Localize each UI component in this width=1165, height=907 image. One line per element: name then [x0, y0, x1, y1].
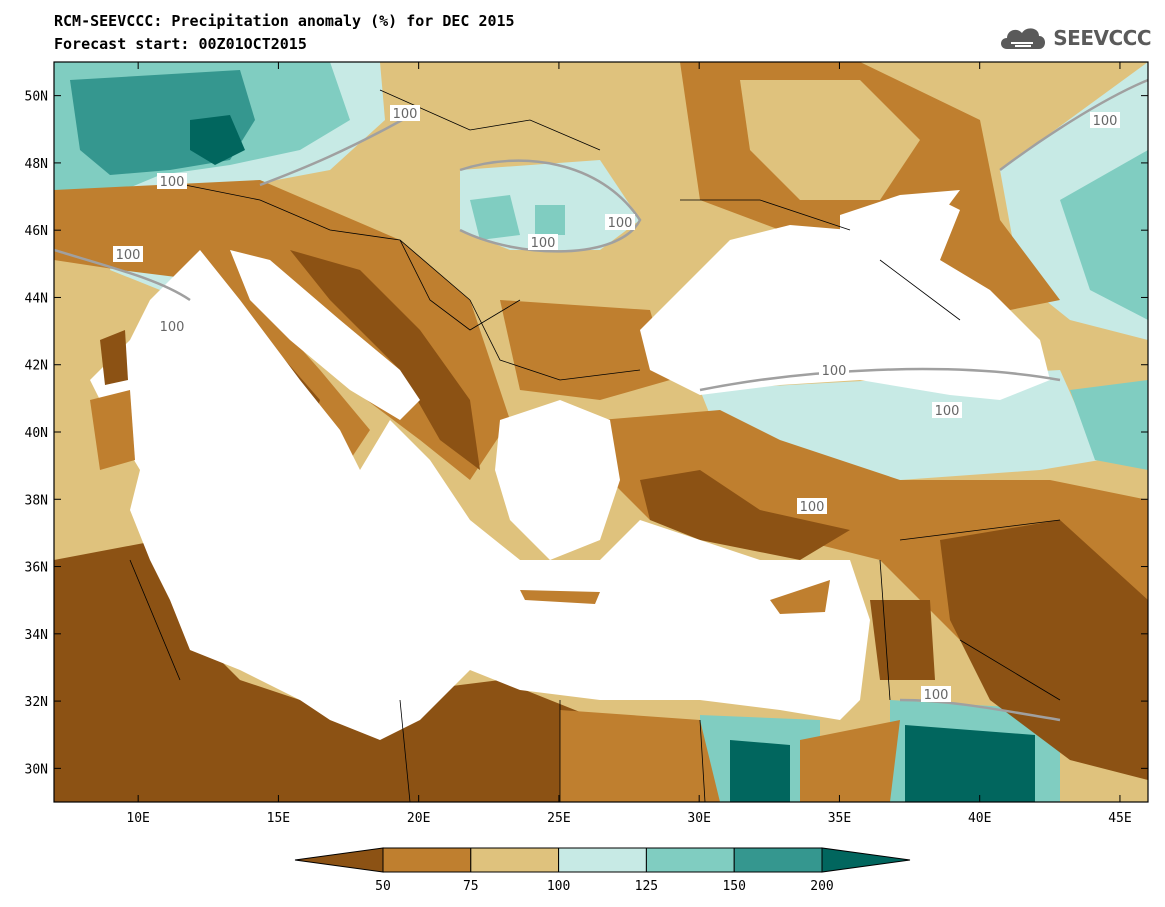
dry-region-bulgaria — [500, 300, 670, 400]
country-borders — [129, 89, 1061, 802]
lon-tick-label: 35E — [828, 811, 851, 826]
dry-region-turkey-core — [640, 470, 850, 560]
contour-label: 100 — [528, 234, 558, 251]
legend-tick-label: 150 — [722, 879, 745, 894]
legend-swatch-low — [294, 847, 384, 873]
contour-100-line — [54, 78, 1148, 722]
legend-tick-label: 200 — [810, 879, 833, 894]
wet-region-caucasus — [1070, 380, 1148, 470]
wet-region-red-sea-core — [730, 725, 1035, 802]
svg-text:100: 100 — [531, 236, 556, 251]
contour-label: 100 — [390, 105, 420, 122]
mediterranean-sea — [90, 250, 870, 740]
legend-swatch — [382, 847, 472, 873]
lat-tick-label: 48N — [25, 157, 48, 172]
adriatic-sea — [230, 250, 420, 420]
svg-text:100: 100 — [608, 216, 633, 231]
contour-label: 100 — [921, 686, 951, 703]
svg-text:100: 100 — [800, 500, 825, 515]
legend-swatch — [733, 847, 823, 873]
cyprus-island — [770, 580, 830, 614]
wet-region-east-mid — [1060, 150, 1148, 320]
lat-tick-label: 42N — [25, 359, 48, 374]
dry-region-syria — [940, 520, 1148, 780]
legend-tick-label: 100 — [547, 879, 570, 894]
contour-label: 100 — [157, 318, 187, 335]
lat-tick-label: 40N — [25, 426, 48, 441]
lat-tick-label: 36N — [25, 561, 48, 576]
contour-label: 100 — [113, 246, 143, 263]
svg-text:100: 100 — [924, 688, 949, 703]
dry-region-levant — [870, 600, 935, 680]
sardinia-island — [90, 390, 135, 470]
lat-tick-label: 34N — [25, 628, 48, 643]
svg-text:100: 100 — [160, 175, 185, 190]
contour-label: 100 — [797, 498, 827, 515]
legend-swatch — [558, 847, 647, 873]
map-field — [54, 62, 1148, 802]
svg-text:100: 100 — [160, 320, 185, 335]
contour-label: 100 — [932, 402, 962, 419]
dry-region-egypt — [560, 710, 900, 802]
cloud-icon — [1001, 28, 1046, 49]
contour-label: 100 — [819, 362, 849, 379]
svg-text:100: 100 — [116, 248, 141, 263]
axis-ticks: 10E 15E 20E 25E 30E 35E 40E 45E 50N 48N 46N 44N 42N 4… — [25, 62, 1148, 826]
lon-tick-label: 30E — [687, 811, 710, 826]
svg-text:100: 100 — [822, 364, 847, 379]
lat-tick-label: 46N — [25, 224, 48, 239]
map-title: RCM-SEEVCCC: Precipitation anomaly (%) f… — [54, 12, 515, 30]
legend-swatch-high — [821, 847, 911, 873]
legend-tick-label: 75 — [463, 879, 479, 894]
crete-island — [520, 590, 600, 604]
color-legend: 50 75 100 125 150 200 — [294, 847, 911, 894]
lat-tick-label: 30N — [25, 762, 48, 777]
contour-label: 100 — [605, 214, 635, 231]
contour-labels: 100 100 100 100 100 100 100 100 100 100 100 — [113, 105, 1120, 703]
lat-tick-label: 44N — [25, 291, 48, 306]
lon-tick-label: 25E — [547, 811, 570, 826]
legend-swatch — [470, 847, 560, 873]
dry-region-balkans-core — [290, 250, 480, 470]
legend-swatch — [645, 847, 735, 873]
lon-tick-label: 15E — [267, 811, 290, 826]
wet-region-alps-north-peak — [190, 115, 245, 165]
contour-label: 100 — [157, 173, 187, 190]
legend-tick-label: 125 — [635, 879, 658, 894]
black-sea — [640, 200, 1050, 400]
contour-label: 100 — [1090, 112, 1120, 129]
dry-region-north-africa — [54, 540, 700, 802]
legend-tick-label: 50 — [375, 879, 391, 894]
logo-text: SEEVCCC — [1053, 26, 1151, 50]
forecast-start-label: Forecast start: 00Z01OCT2015 — [54, 35, 307, 53]
lon-tick-label: 20E — [407, 811, 430, 826]
lat-tick-label: 38N — [25, 493, 48, 508]
corsica-island — [100, 330, 128, 385]
svg-text:100: 100 — [935, 404, 960, 419]
svg-text:100: 100 — [393, 107, 418, 122]
lat-tick-label: 32N — [25, 695, 48, 710]
lat-tick-label: 50N — [25, 90, 48, 105]
lon-tick-label: 10E — [126, 811, 149, 826]
svg-text:100: 100 — [1093, 114, 1118, 129]
seevccc-logo: SEEVCCC — [997, 22, 1151, 54]
lon-tick-label: 45E — [1108, 811, 1131, 826]
aegean-sea — [495, 400, 620, 560]
dry-region-ukraine-band — [740, 80, 920, 200]
wet-region-carpathian-mid — [470, 195, 565, 240]
lon-tick-label: 40E — [968, 811, 991, 826]
azov-sea — [840, 190, 960, 250]
